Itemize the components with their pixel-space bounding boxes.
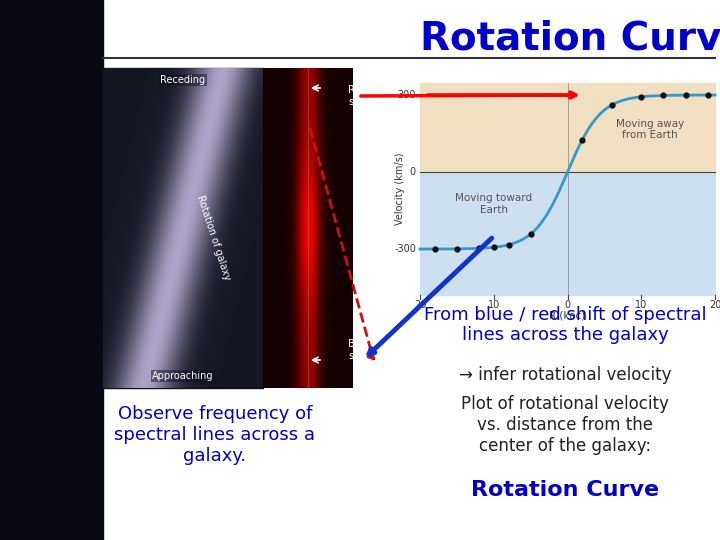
Text: 0: 0 [410, 167, 416, 177]
Text: Rotation Curve: Rotation Curve [471, 480, 659, 500]
Text: Plot of rotational velocity
vs. distance from the
center of the galaxy:: Plot of rotational velocity vs. distance… [461, 395, 669, 455]
Text: Observe frequency of
spectral lines across a
galaxy.: Observe frequency of spectral lines acro… [114, 405, 315, 465]
Text: 0: 0 [564, 300, 570, 310]
Text: Rotation of galaxy: Rotation of galaxy [194, 194, 232, 282]
Bar [420, 172, 715, 295]
Text: Red
shift: Red shift [348, 85, 369, 107]
Text: R (koc): R (koc) [549, 310, 585, 320]
Bar [0, 0, 103, 540]
Text: Moving toward
Earth: Moving toward Earth [455, 193, 532, 214]
Bar [420, 83, 715, 172]
Text: -300: -300 [394, 244, 416, 254]
Text: Rotation Curves of Galaxies: Rotation Curves of Galaxies [420, 19, 720, 57]
Text: 10: 10 [635, 300, 647, 310]
Bar [103, 68, 263, 388]
Text: → infer rotational velocity: → infer rotational velocity [459, 366, 671, 384]
Text: Blue
shift: Blue shift [348, 339, 370, 361]
Text: Receding: Receding [161, 75, 206, 85]
Text: Velocity (km/s): Velocity (km/s) [395, 153, 405, 225]
Text: 20: 20 [708, 300, 720, 310]
Text: From blue / red shift of spectral
lines across the galaxy: From blue / red shift of spectral lines … [423, 306, 706, 345]
Text: 300: 300 [397, 90, 416, 100]
Text: Approaching: Approaching [152, 371, 214, 381]
Text: Moving away
from Earth: Moving away from Earth [616, 119, 684, 140]
Text: 10: 10 [487, 300, 500, 310]
Text: 20: 20 [414, 300, 426, 310]
